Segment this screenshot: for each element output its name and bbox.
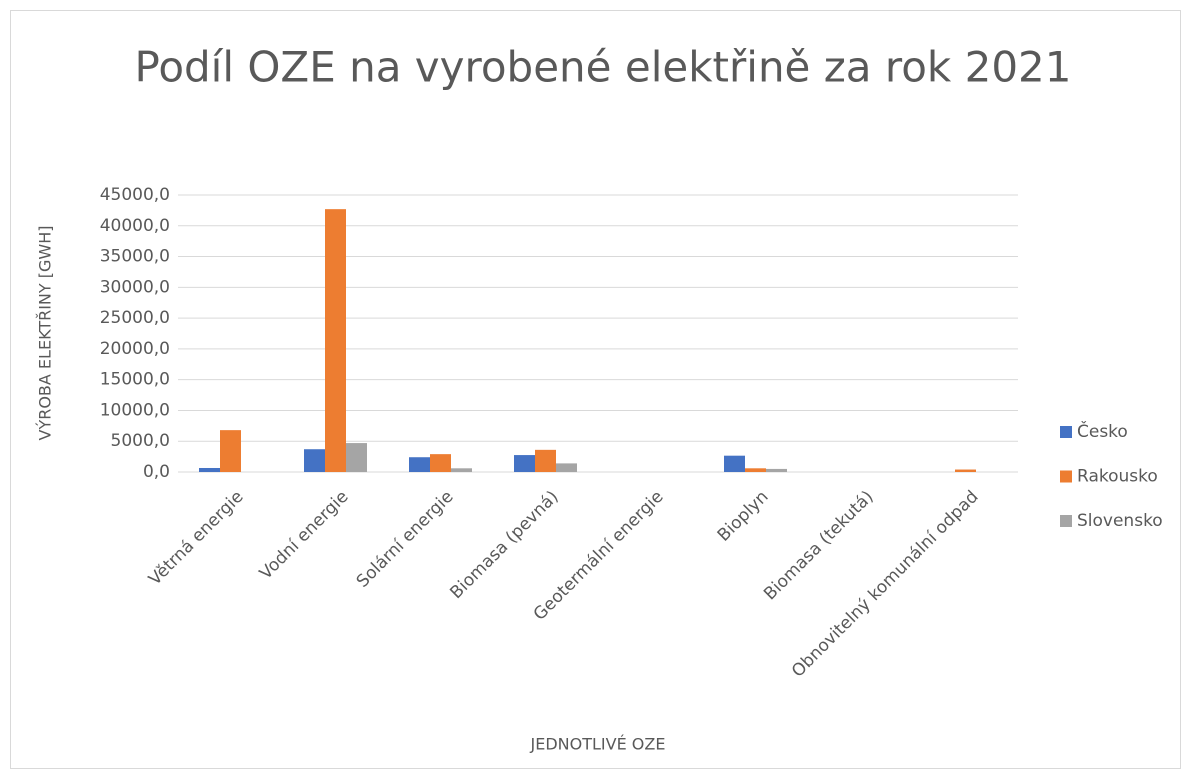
legend-swatch (1060, 515, 1072, 527)
bar (325, 209, 346, 472)
y-tick-label: 30000,0 (100, 277, 170, 297)
bar (745, 468, 766, 472)
bar (535, 449, 556, 472)
bar (220, 430, 241, 472)
bar (199, 467, 220, 472)
legend-label: Česko (1077, 420, 1128, 442)
legend-swatch (1060, 470, 1072, 483)
bar (724, 455, 745, 472)
y-tick-label: 15000,0 (100, 370, 170, 390)
y-tick-label: 20000,0 (100, 339, 170, 359)
bar (556, 463, 577, 472)
legend-label: Slovensko (1077, 511, 1163, 531)
bar (451, 468, 472, 472)
x-axis-label: JEDNOTLIVÉ OZE (530, 735, 666, 754)
bar (430, 454, 451, 472)
bar (766, 468, 787, 472)
y-tick-label: 35000,0 (100, 247, 170, 267)
y-tick-label: 10000,0 (100, 400, 170, 420)
legend-swatch (1060, 426, 1072, 438)
bar (346, 443, 367, 472)
bar (304, 449, 325, 472)
bar (955, 469, 976, 472)
bar (514, 455, 535, 472)
y-tick-label: 40000,0 (100, 216, 170, 236)
y-tick-label: 0,0 (143, 462, 170, 482)
y-axis-label: VÝROBA ELEKTŘINY [GWH] (36, 226, 55, 441)
chart-frame (10, 10, 1181, 769)
y-tick-label: 45000,0 (100, 185, 170, 205)
y-tick-label: 25000,0 (100, 308, 170, 328)
legend-label: Rakousko (1077, 467, 1158, 487)
y-tick-label: 5000,0 (111, 431, 170, 451)
chart-title: Podíl OZE na vyrobené elektřině za rok 2… (135, 43, 1072, 92)
bar (409, 457, 430, 472)
